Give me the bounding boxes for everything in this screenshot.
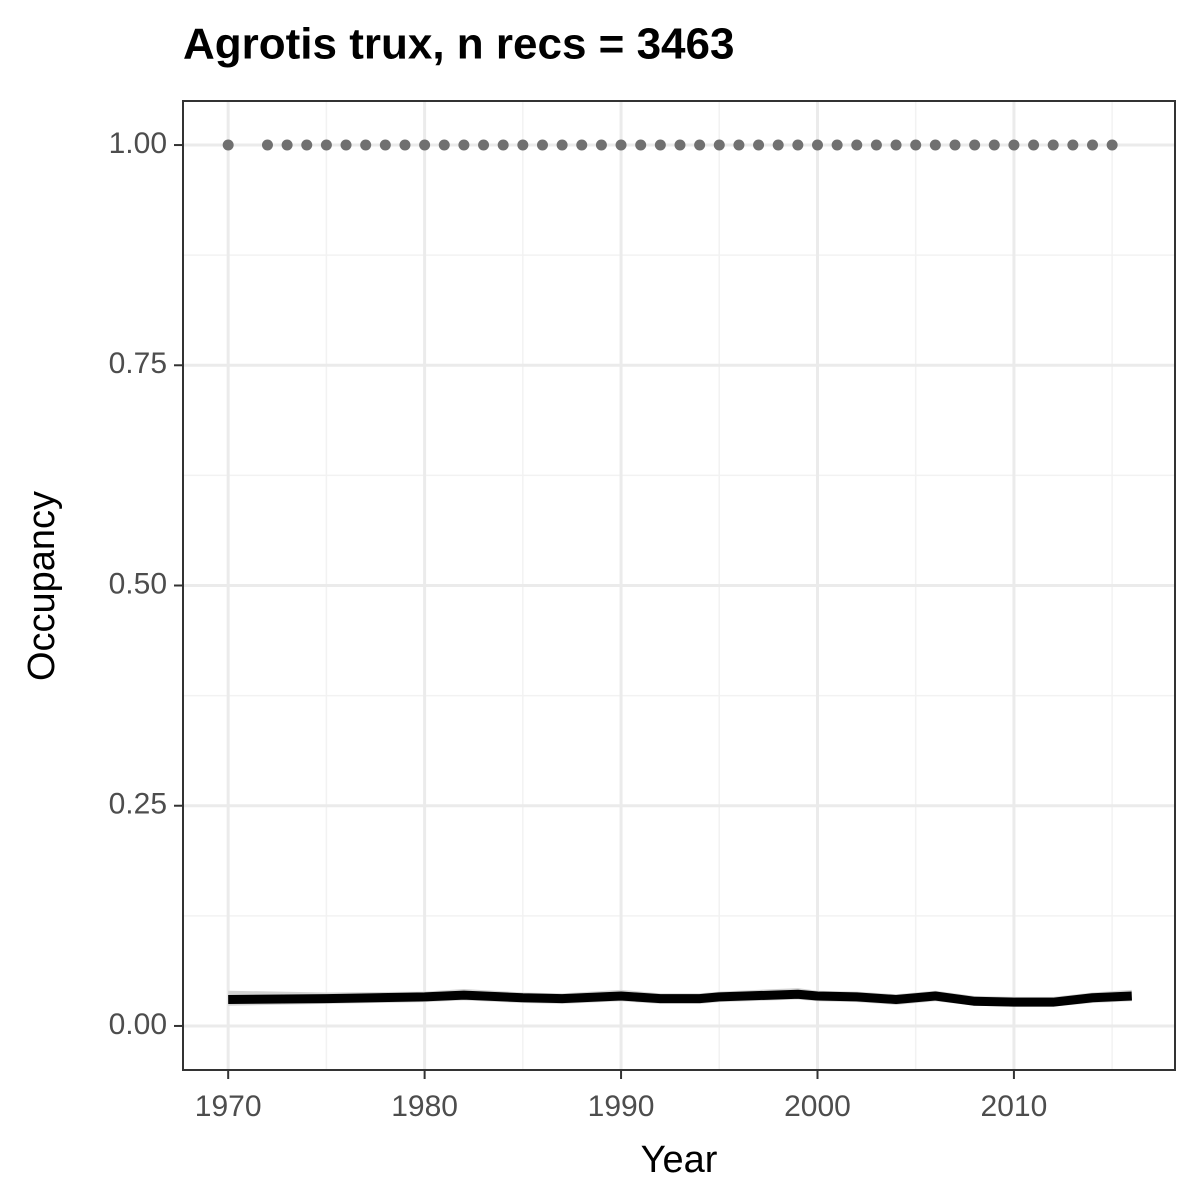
point	[988, 139, 1000, 151]
point	[635, 139, 647, 151]
point	[792, 139, 804, 151]
point	[556, 139, 568, 151]
chart-title: Agrotis trux, n recs = 3463	[183, 20, 734, 69]
y-tick-label: 0.75	[109, 347, 167, 380]
point	[379, 139, 391, 151]
point	[733, 139, 745, 151]
point	[419, 139, 431, 151]
point	[851, 139, 863, 151]
point	[1008, 139, 1020, 151]
point	[713, 139, 725, 151]
point	[615, 139, 627, 151]
point	[910, 139, 922, 151]
point	[654, 139, 666, 151]
point	[222, 139, 234, 151]
point	[478, 139, 490, 151]
point	[517, 139, 529, 151]
point	[694, 139, 706, 151]
y-tick-label: 0.25	[109, 788, 167, 821]
x-tick-label: 2000	[784, 1090, 851, 1123]
point	[772, 139, 784, 151]
point	[870, 139, 882, 151]
y-tick-label: 0.00	[109, 1008, 167, 1041]
x-tick-label: 1970	[195, 1090, 262, 1123]
point	[595, 139, 607, 151]
point	[890, 139, 902, 151]
point	[320, 139, 332, 151]
x-tick-label: 1990	[588, 1090, 655, 1123]
y-tick-label: 1.00	[109, 127, 167, 160]
point	[1106, 139, 1118, 151]
point	[340, 139, 352, 151]
point	[281, 139, 293, 151]
y-tick-label: 0.50	[109, 567, 167, 600]
point	[1067, 139, 1079, 151]
point	[261, 139, 273, 151]
x-tick-label: 2010	[981, 1090, 1048, 1123]
point	[753, 139, 765, 151]
x-tick-label: 1980	[391, 1090, 458, 1123]
point	[458, 139, 470, 151]
point	[576, 139, 588, 151]
point	[1086, 139, 1098, 151]
point	[674, 139, 686, 151]
point	[1028, 139, 1040, 151]
trend-line	[228, 989, 1132, 1007]
y-axis-label: Occupancy	[21, 491, 63, 681]
point	[929, 139, 941, 151]
point	[399, 139, 411, 151]
x-axis-label: Year	[641, 1139, 718, 1181]
point	[360, 139, 372, 151]
point	[969, 139, 981, 151]
point	[811, 139, 823, 151]
point	[536, 139, 548, 151]
point	[301, 139, 313, 151]
point	[949, 139, 961, 151]
point	[497, 139, 509, 151]
point	[831, 139, 843, 151]
point	[1047, 139, 1059, 151]
point	[438, 139, 450, 151]
